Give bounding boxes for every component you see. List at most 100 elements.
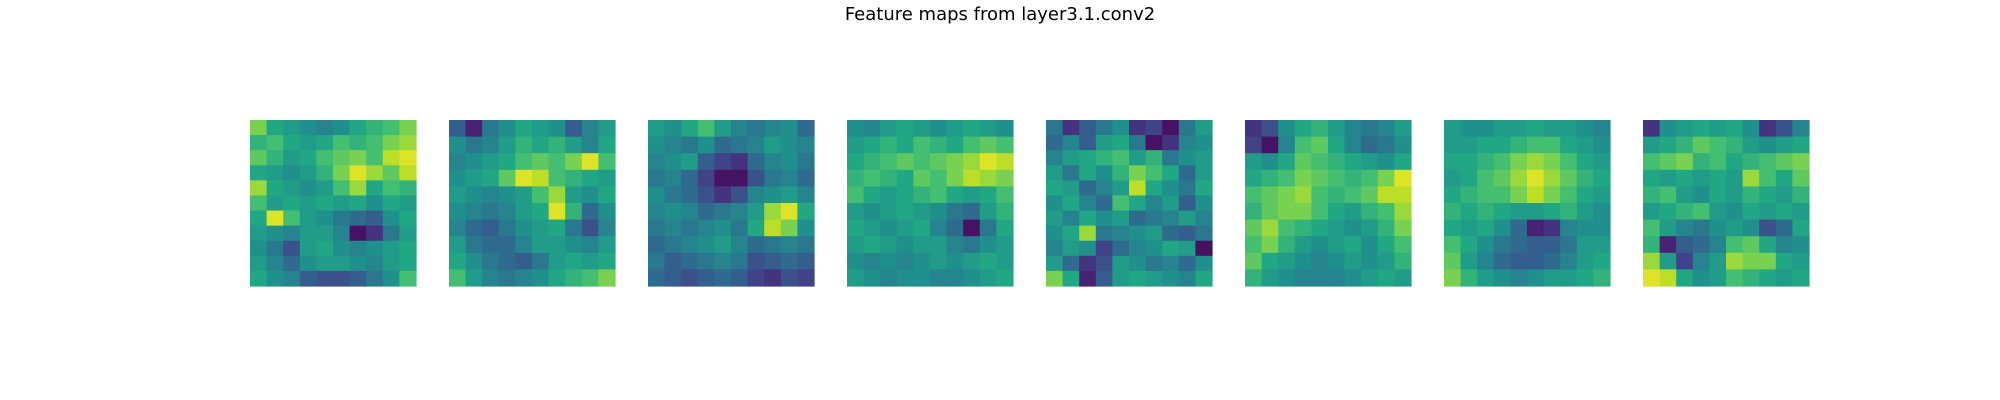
heatmap-cell (299, 180, 317, 197)
heatmap-cell (548, 252, 566, 270)
heatmap-cell (731, 169, 749, 187)
heatmap-cell (1095, 210, 1113, 227)
heatmap-cell (482, 169, 500, 187)
heatmap-cell (1162, 180, 1180, 197)
heatmap-cell (333, 195, 351, 212)
heatmap-cell (896, 236, 914, 254)
heatmap-cell (1328, 219, 1346, 237)
heatmap-cell (382, 150, 400, 166)
heatmap-cell (250, 150, 268, 166)
heatmap-cell (349, 135, 367, 151)
heatmap-cell (1527, 186, 1545, 204)
heatmap-cell (266, 135, 284, 151)
heatmap-cell (316, 195, 334, 212)
heatmap-cell (1079, 150, 1097, 166)
heatmap-cell (1046, 210, 1064, 227)
heatmap-cell (1079, 210, 1097, 227)
heatmap-cell (250, 210, 268, 227)
heatmap-cell (1576, 153, 1594, 171)
heatmap-cell (1311, 153, 1329, 171)
heatmap-cell (1245, 153, 1263, 171)
heatmap-cell (565, 153, 583, 171)
heatmap-cell (1062, 195, 1080, 212)
heatmap-cell (1477, 169, 1495, 187)
heatmap-cell (465, 153, 483, 171)
heatmap-cell (1726, 136, 1744, 154)
heatmap-cell (250, 135, 268, 151)
heatmap-cell (532, 252, 550, 270)
heatmap-cell (714, 203, 732, 221)
heatmap-cell (913, 269, 931, 287)
heatmap-cell (1394, 252, 1412, 270)
heatmap-cell (764, 136, 782, 154)
heatmap-cell (1775, 153, 1793, 171)
heatmap-cell (697, 153, 715, 171)
heatmap-cell (764, 203, 782, 221)
heatmap-cell (1543, 120, 1561, 138)
heatmap-cell (1726, 120, 1744, 138)
heatmap-cell (1311, 136, 1329, 154)
heatmap-cell (1643, 269, 1661, 287)
heatmap-cell (1742, 269, 1760, 287)
heatmap-cell (299, 135, 317, 151)
heatmap-cell (1278, 153, 1296, 171)
heatmap-cell (515, 186, 533, 204)
heatmap-cell (1659, 269, 1677, 287)
heatmap-cell (1460, 236, 1478, 254)
heatmap-cell (581, 269, 599, 287)
heatmap-cell (1759, 120, 1777, 138)
heatmap-cell (747, 236, 765, 254)
heatmap-cell (1460, 252, 1478, 270)
heatmap-cell (648, 120, 666, 138)
heatmap-cell (797, 269, 815, 287)
heatmap-cell (266, 180, 284, 197)
heatmap-cell (1344, 203, 1362, 221)
heatmap-cell (747, 252, 765, 270)
feature-map-7 (1444, 120, 1611, 287)
heatmap-cell (1692, 269, 1710, 287)
heatmap-cell (747, 219, 765, 237)
heatmap-cell (565, 252, 583, 270)
heatmap-cell (382, 210, 400, 227)
heatmap-cell (598, 252, 616, 270)
heatmap-cell (714, 136, 732, 154)
heatmap-cell (1178, 225, 1196, 242)
heatmap-cell (1195, 195, 1213, 212)
heatmap-cell (1278, 186, 1296, 204)
heatmap-cell (913, 169, 931, 187)
heatmap-cell (1278, 203, 1296, 221)
heatmap-cell (1046, 180, 1064, 197)
heatmap-cell (1046, 135, 1064, 151)
heatmap-cell (581, 153, 599, 171)
heatmap-cell (780, 236, 798, 254)
heatmap-cell (1195, 225, 1213, 242)
heatmap-cell (1477, 269, 1495, 287)
heatmap-cell (532, 269, 550, 287)
feature-map-1 (250, 120, 417, 287)
heatmap-cell (532, 169, 550, 187)
heatmap-cell (896, 169, 914, 187)
heatmap-cell (1294, 236, 1312, 254)
heatmap-cell (1095, 165, 1113, 181)
heatmap-cell (1676, 203, 1694, 221)
heatmap-cell (731, 136, 749, 154)
heatmap-cell (1759, 169, 1777, 187)
heatmap-cell (1145, 165, 1163, 181)
heatmap-cell (1079, 180, 1097, 197)
heatmap-cell (1394, 169, 1412, 187)
heatmap-cell (1361, 136, 1379, 154)
heatmap-cell (1344, 136, 1362, 154)
heatmap-cell (399, 165, 417, 181)
heatmap-cell (847, 236, 865, 254)
heatmap-cell (714, 153, 732, 171)
heatmap-cell (1162, 240, 1180, 257)
heatmap-cell (1560, 120, 1578, 138)
heatmap-cell (1560, 269, 1578, 287)
heatmap-cell (1162, 270, 1180, 287)
heatmap-cell (333, 135, 351, 151)
heatmap-cell (1709, 269, 1727, 287)
heatmap-cell (1444, 269, 1462, 287)
heatmap-cell (1643, 120, 1661, 138)
heatmap-cell (316, 165, 334, 181)
heatmap-cell (266, 210, 284, 227)
